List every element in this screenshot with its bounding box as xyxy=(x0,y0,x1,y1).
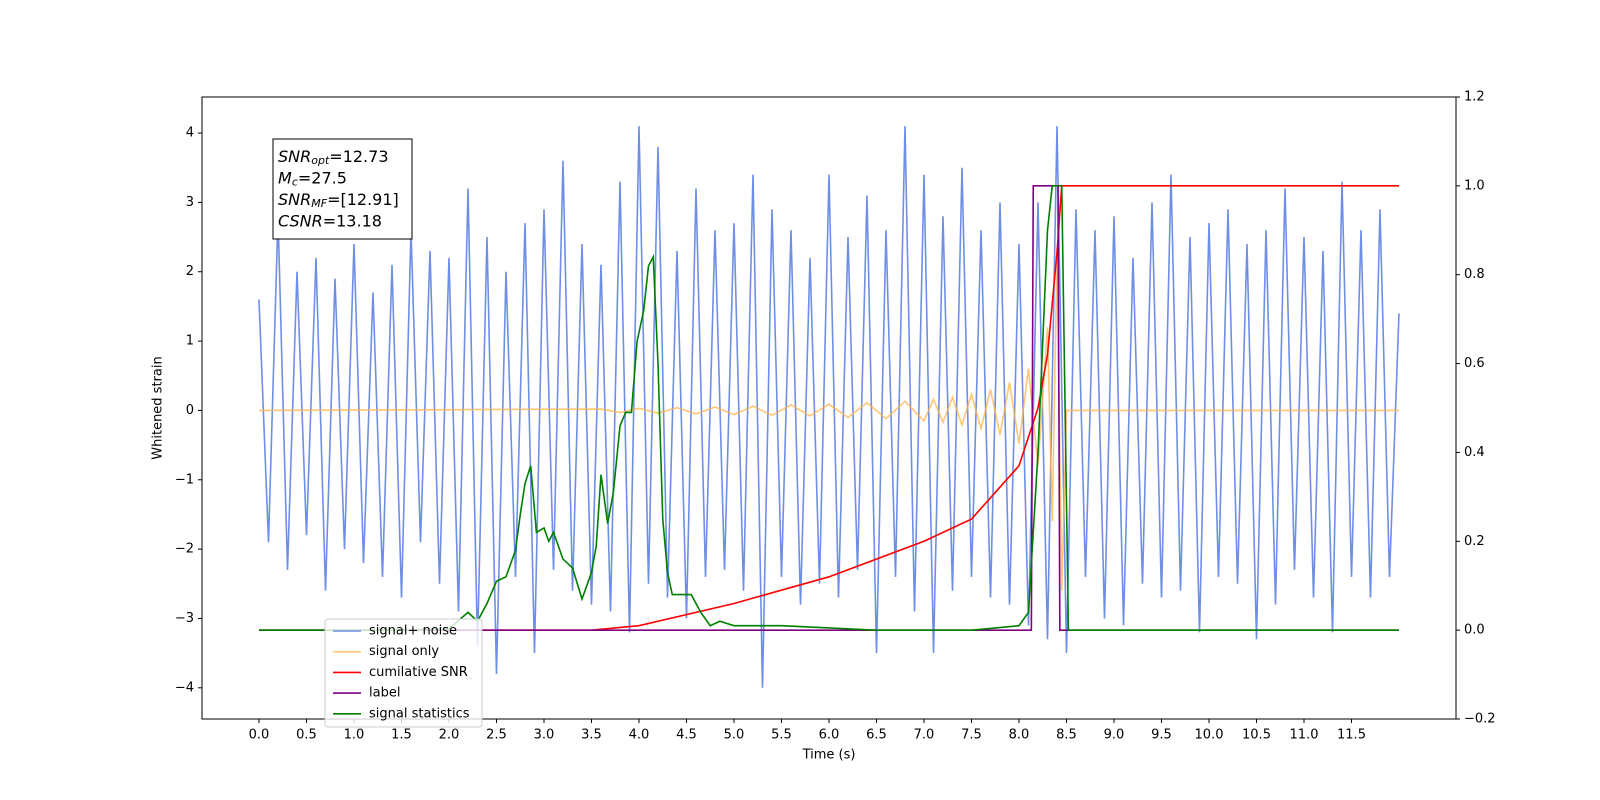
y2-tick-label: 0.0 xyxy=(1464,623,1485,638)
annotation-base: SNR xyxy=(278,190,311,209)
annotation-value: =27.5 xyxy=(298,168,347,187)
x-tick-label: 9.0 xyxy=(1104,728,1125,743)
x-tick-label: 8.0 xyxy=(1009,728,1030,743)
x-tick-label: 8.5 xyxy=(1056,728,1077,743)
y2-tick-label: 0.8 xyxy=(1464,267,1485,282)
x-tick-label: 6.5 xyxy=(866,728,887,743)
x-tick-label: 9.5 xyxy=(1151,728,1172,743)
y-tick-label: −1 xyxy=(175,472,194,487)
annotation-sub: c xyxy=(292,176,298,189)
y-tick-label: −3 xyxy=(175,611,194,626)
x-axis-label: Time (s) xyxy=(802,748,856,763)
annotation-line: CSNR=13.18 xyxy=(278,211,382,230)
y-tick-label: 2 xyxy=(186,264,194,279)
x-tick-label: 0.0 xyxy=(249,728,270,743)
annotation: SNRopt=12.73Mc=27.5SNRMF=[12.91]CSNR=13.… xyxy=(272,138,413,240)
x-tick-label: 1.0 xyxy=(344,728,365,743)
y2-tick-label: 1.2 xyxy=(1464,90,1485,105)
y-tick-label: 4 xyxy=(186,126,194,141)
x-tick-label: 5.5 xyxy=(771,728,792,743)
x-tick-label: 2.0 xyxy=(439,728,460,743)
legend-label: label xyxy=(369,686,400,701)
y-tick-label: 0 xyxy=(186,403,194,418)
x-tick-label: 6.0 xyxy=(819,728,840,743)
x-tick-label: 7.0 xyxy=(914,728,935,743)
y2-tick-label: 0.6 xyxy=(1464,356,1485,371)
y-tick-label: 1 xyxy=(186,334,194,349)
x-tick-label: 7.5 xyxy=(961,728,982,743)
legend-label: signal+ noise xyxy=(369,624,457,639)
x-tick-label: 2.5 xyxy=(486,728,507,743)
annotation-sub: opt xyxy=(311,154,330,167)
annotation-base: M xyxy=(278,168,292,187)
annotation-value: =13.18 xyxy=(323,211,382,230)
y2-tick-label: 1.0 xyxy=(1464,178,1485,193)
annotation-line: SNRopt=12.73 xyxy=(278,147,389,168)
annotation-value: =[12.91] xyxy=(327,190,399,209)
legend: signal+ noise signal only cumilative SNR la… xyxy=(324,618,483,728)
legend-label: signal only xyxy=(369,644,439,659)
annotation-base: CSNR xyxy=(278,211,323,230)
y-tick-label: 3 xyxy=(186,195,194,210)
x-tick-label: 3.0 xyxy=(534,728,555,743)
plot-area xyxy=(258,126,1400,688)
legend-label: cumilative SNR xyxy=(369,665,468,680)
series-line xyxy=(259,185,1399,631)
x-tick-label: 5.0 xyxy=(724,728,745,743)
y-tick-label: −4 xyxy=(175,680,194,695)
annotation-box xyxy=(272,138,413,240)
legend-label: signal statistics xyxy=(369,706,470,721)
x-tick-label: 10.0 xyxy=(1195,728,1224,743)
series-line xyxy=(258,126,1400,688)
x-tick-label: 4.5 xyxy=(676,728,697,743)
y-tick-label: −2 xyxy=(175,542,194,557)
x-tick-label: 1.5 xyxy=(391,728,412,743)
legend-frame xyxy=(324,618,483,728)
series-line xyxy=(259,185,1399,631)
annotation-sub: MF xyxy=(311,197,327,210)
x-tick-label: 11.0 xyxy=(1290,728,1319,743)
x-tick-label: 0.5 xyxy=(296,728,317,743)
x-tick-label: 10.5 xyxy=(1242,728,1271,743)
y2-tick-label: −0.2 xyxy=(1464,712,1496,727)
annotation-value: =12.73 xyxy=(329,147,388,166)
annotation-base: SNR xyxy=(278,147,311,166)
x-tick-label: 11.5 xyxy=(1337,728,1366,743)
y2-tick-label: 0.4 xyxy=(1464,445,1485,460)
y-axis-label: Whitened strain xyxy=(151,356,166,459)
annotation-line: SNRMF=[12.91] xyxy=(278,190,399,211)
x-tick-label: 3.5 xyxy=(581,728,602,743)
y2-tick-label: 0.2 xyxy=(1464,534,1485,549)
annotation-line: Mc=27.5 xyxy=(278,168,347,189)
x-tick-label: 4.0 xyxy=(629,728,650,743)
